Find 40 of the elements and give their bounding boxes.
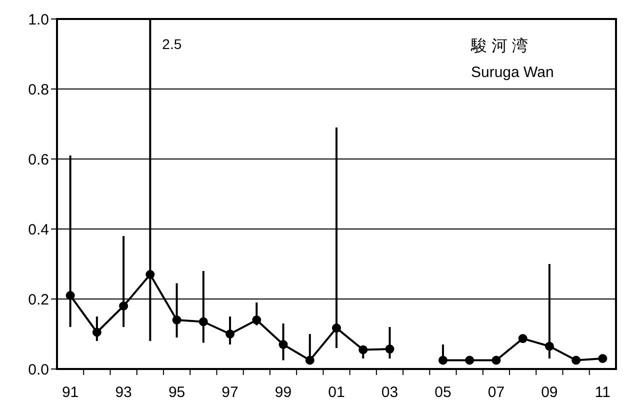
- annotation: 2.5: [162, 36, 182, 52]
- y-tick-label: 0.2: [28, 291, 49, 308]
- y-tick-label: 0.8: [28, 81, 49, 98]
- x-tick-label: 97: [222, 384, 238, 401]
- point: [92, 328, 102, 337]
- x-tick-label: 95: [168, 384, 186, 401]
- text: Suruga Wan: [471, 64, 554, 81]
- x-tick-label: 01: [328, 384, 345, 401]
- point: [518, 334, 528, 344]
- point: [278, 340, 288, 349]
- point: [332, 324, 341, 333]
- x-tick-label: 03: [381, 384, 398, 401]
- y-tick-label: 0.0: [28, 361, 49, 378]
- point: [544, 342, 554, 351]
- x-tick-label: 93: [115, 384, 132, 401]
- point: [598, 354, 608, 363]
- point: [492, 356, 501, 365]
- y-tick-label: 0.6: [28, 151, 49, 168]
- x-tick-label: 91: [62, 384, 79, 401]
- x-tick-label: 99: [274, 384, 292, 401]
- point: [252, 316, 262, 324]
- y-tick-label: 1.0: [28, 11, 49, 28]
- y-tick-label: 0.4: [28, 221, 49, 238]
- point: [119, 302, 128, 310]
- text: 駿 河 湾: [470, 37, 528, 55]
- point: [385, 344, 394, 354]
- point: [146, 270, 155, 279]
- point: [358, 345, 368, 354]
- point: [305, 356, 314, 365]
- point: [226, 330, 235, 338]
- point: [572, 356, 581, 365]
- x-tick-label: 11: [594, 384, 610, 401]
- point: [438, 356, 448, 365]
- point: [172, 316, 182, 324]
- point: [465, 356, 474, 365]
- x-tick-label: 05: [434, 384, 452, 401]
- point: [198, 317, 208, 326]
- x-tick-label: 07: [488, 384, 505, 401]
- x-tick-label: 09: [541, 384, 558, 401]
- point: [66, 291, 75, 300]
